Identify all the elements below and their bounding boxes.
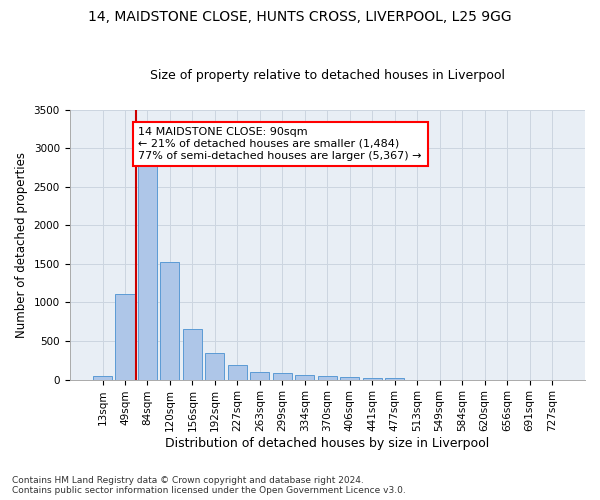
Bar [205,353,224,380]
Text: Contains HM Land Registry data © Crown copyright and database right 2024.
Contai: Contains HM Land Registry data © Crown c… [12,476,406,495]
X-axis label: Distribution of detached houses by size in Liverpool: Distribution of detached houses by size … [165,437,490,450]
Bar [250,372,269,380]
Bar [138,153,157,380]
Bar [115,294,134,380]
Bar [318,376,337,380]
Bar [362,378,382,380]
Y-axis label: Number of detached properties: Number of detached properties [15,152,28,338]
Bar [93,376,112,380]
Bar [385,378,404,380]
Bar [183,330,202,380]
Bar [160,262,179,380]
Bar [295,375,314,380]
Bar [340,378,359,380]
Text: 14, MAIDSTONE CLOSE, HUNTS CROSS, LIVERPOOL, L25 9GG: 14, MAIDSTONE CLOSE, HUNTS CROSS, LIVERP… [88,10,512,24]
Bar [273,373,292,380]
Title: Size of property relative to detached houses in Liverpool: Size of property relative to detached ho… [150,69,505,82]
Bar [228,365,247,380]
Text: 14 MAIDSTONE CLOSE: 90sqm
← 21% of detached houses are smaller (1,484)
77% of se: 14 MAIDSTONE CLOSE: 90sqm ← 21% of detac… [139,128,422,160]
